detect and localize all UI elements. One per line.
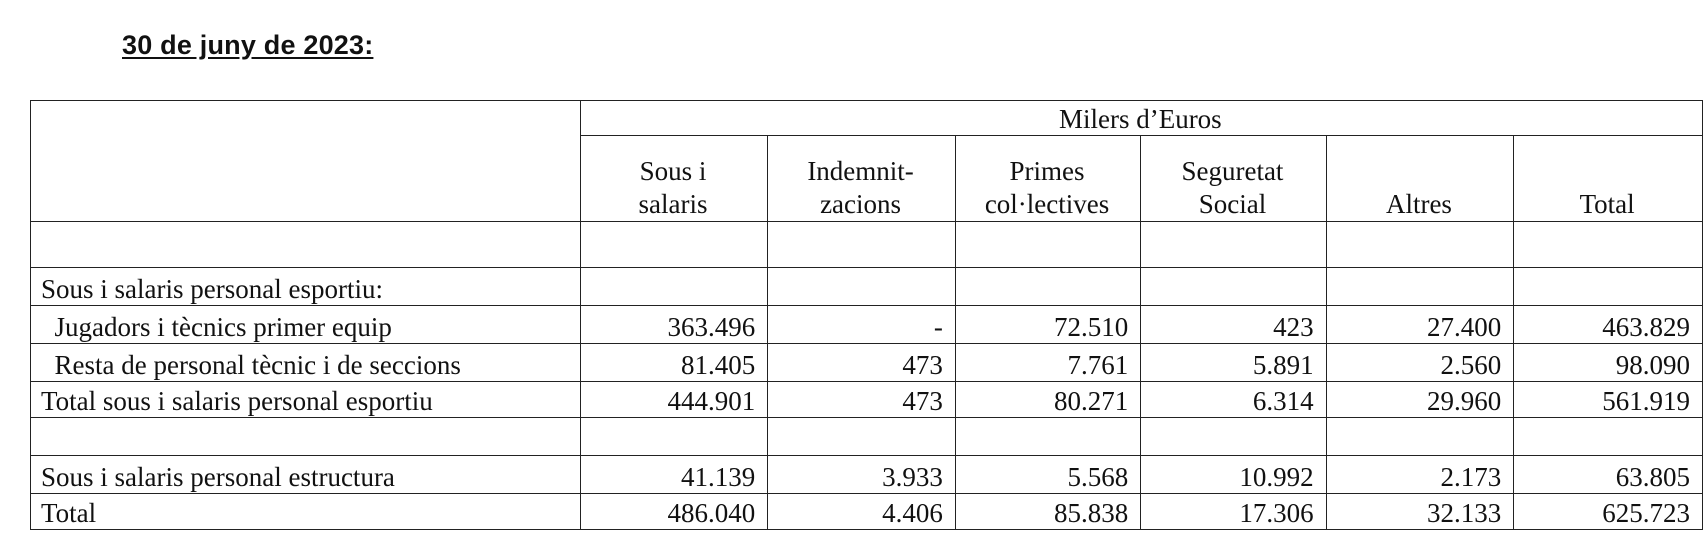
cell-primes: 72.510 [954, 305, 1142, 345]
grand-total-row: Total 486.040 4.406 85.838 17.306 32.133… [30, 493, 1703, 530]
section-label-row: Sous i salaris personal esportiu: [30, 267, 1703, 307]
cell-indemnitzacions: 4.406 [767, 493, 956, 530]
column-header-altres: Altres [1325, 134, 1515, 222]
table-row: Sous i salaris personal estructura 41.13… [30, 455, 1703, 495]
cell-altres: 2.560 [1325, 343, 1515, 383]
cell-total: 463.829 [1513, 305, 1703, 345]
cell-indemnitzacions: - [767, 305, 956, 345]
column-header-indemnitzacions: Indemnit-zacions [767, 134, 956, 222]
table-header-columns-row: Sous i salaris Indemnit-zacions Primes col… [31, 134, 1703, 222]
cell-total: 561.919 [1513, 381, 1703, 419]
cell-primes: 5.568 [954, 455, 1142, 495]
spacer-row [30, 417, 1703, 457]
row-label: Resta de personal tècnic i de seccions [30, 343, 581, 383]
cell-sous: 81.405 [579, 343, 769, 383]
column-header-sous: Sous i salaris [579, 134, 769, 222]
page-heading: 30 de juny de 2023: [122, 30, 374, 60]
cell-indemnitzacions: 3.933 [767, 455, 956, 495]
subtotal-row: Total sous i salaris personal esportiu 4… [30, 381, 1703, 419]
cell-total: 63.805 [1513, 455, 1703, 495]
cell-primes: 85.838 [954, 493, 1142, 530]
table-header-unit-row: Milers d’Euros [30, 100, 1704, 222]
cell-indemnitzacions: 473 [767, 381, 956, 419]
cell-primes: 7.761 [954, 343, 1142, 383]
unit-header: Milers d’Euros [579, 100, 1704, 136]
salary-table: Milers d’Euros Sous i salaris Indemnit-za… [30, 100, 1704, 530]
spacer-row [30, 220, 1703, 269]
cell-seguretat-social: 10.992 [1140, 455, 1327, 495]
cell-total: 98.090 [1513, 343, 1703, 383]
column-header-total: Total [1513, 134, 1703, 222]
cell-sous: 444.901 [579, 381, 769, 419]
section-label: Sous i salaris personal esportiu: [30, 267, 581, 307]
cell-primes: 80.271 [954, 381, 1142, 419]
column-header-seguretat-social: Seguretat Social [1140, 134, 1327, 222]
cell-seguretat-social: 17.306 [1140, 493, 1327, 530]
header-corner-cell [30, 100, 581, 222]
cell-indemnitzacions: 473 [767, 343, 956, 383]
cell-seguretat-social: 6.314 [1140, 381, 1327, 419]
table-row: Resta de personal tècnic i de seccions 8… [30, 343, 1703, 383]
total-label: Total [30, 493, 581, 530]
cell-seguretat-social: 5.891 [1140, 343, 1327, 383]
cell-altres: 32.133 [1325, 493, 1515, 530]
cell-sous: 486.040 [579, 493, 769, 530]
cell-altres: 2.173 [1325, 455, 1515, 495]
cell-altres: 27.400 [1325, 305, 1515, 345]
cell-seguretat-social: 423 [1140, 305, 1327, 345]
column-header-primes: Primes col·lectives [954, 134, 1142, 222]
table-row: Jugadors i tècnics primer equip 363.496 … [30, 305, 1703, 345]
cell-sous: 363.496 [579, 305, 769, 345]
subtotal-label: Total sous i salaris personal esportiu [30, 381, 581, 419]
cell-total: 625.723 [1513, 493, 1703, 530]
cell-sous: 41.139 [579, 455, 769, 495]
row-label: Sous i salaris personal estructura [30, 455, 581, 495]
row-label: Jugadors i tècnics primer equip [30, 305, 581, 345]
cell-altres: 29.960 [1325, 381, 1515, 419]
